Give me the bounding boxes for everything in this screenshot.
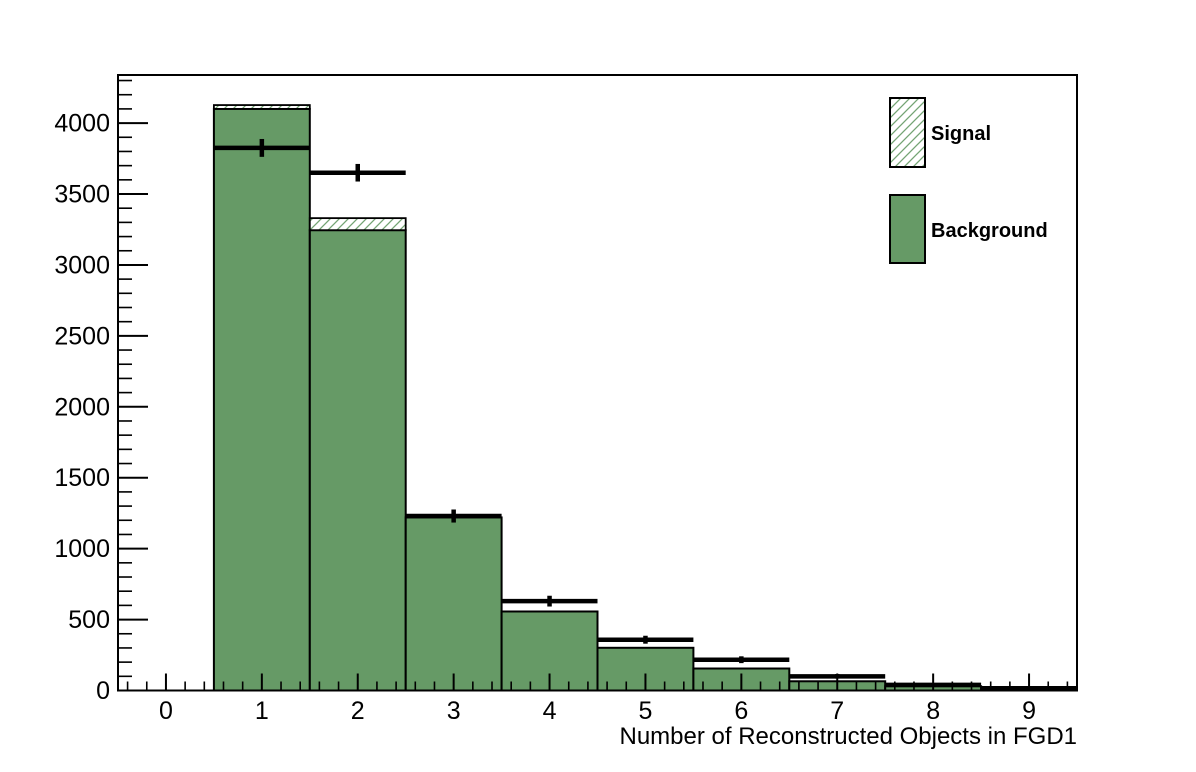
signal-bar-bin2: [308, 217, 407, 232]
plot-frame: [117, 74, 1078, 692]
bars-layer: [212, 104, 1078, 692]
background-bar-bin1: [212, 107, 311, 692]
y-tick-label: 500: [68, 606, 110, 634]
y-tick-label: 1500: [54, 464, 110, 492]
y-tick-label: 2000: [54, 393, 110, 421]
legend: Signal Background: [889, 97, 1048, 264]
x-tick-label: 8: [926, 697, 940, 725]
x-tick-label: 0: [159, 697, 173, 725]
legend-label-background: Background: [931, 220, 1048, 242]
x-tick-label: 7: [830, 697, 844, 725]
y-tick-label: 3500: [54, 181, 110, 209]
x-tick-label: 1: [255, 697, 269, 725]
data-points-layer: [213, 138, 1077, 691]
y-tick-label: 1000: [54, 535, 110, 563]
x-tick-label: 5: [638, 697, 652, 725]
background-bar-bin3: [404, 516, 503, 692]
x-tick-label: 2: [351, 697, 365, 725]
x-axis-title: Number of Reconstructed Objects in FGD1: [619, 723, 1077, 750]
x-tick-label: 6: [734, 697, 748, 725]
x-tick-label: 4: [543, 697, 557, 725]
signal-bar-bin1: [212, 104, 311, 110]
y-tick-label: 0: [96, 677, 110, 705]
x-tick-label: 3: [447, 697, 461, 725]
background-bar-bin2: [308, 229, 407, 692]
y-tick-label: 3000: [54, 251, 110, 279]
legend-swatch-signal: [889, 97, 926, 168]
x-tick-label: 9: [1022, 697, 1036, 725]
y-tick-label: 4000: [54, 110, 110, 138]
axes-layer: 0 500 1000 1500 2000 2500 3000 3500 4000 0 1 2 3 4 5 6 7…: [54, 74, 1078, 725]
y-tick-label: 2500: [54, 322, 110, 350]
legend-label-signal: Signal: [931, 123, 991, 145]
legend-swatch-background: [889, 194, 926, 264]
